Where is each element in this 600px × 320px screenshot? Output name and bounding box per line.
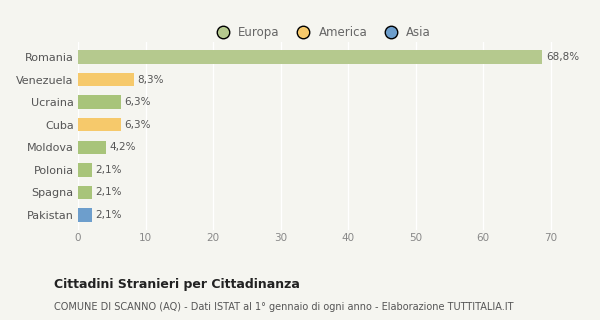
Text: 2,1%: 2,1%: [95, 188, 122, 197]
Bar: [78, 95, 121, 109]
Legend: Europa, America, Asia: Europa, America, Asia: [206, 21, 436, 44]
Bar: [78, 50, 542, 64]
Bar: [78, 208, 92, 222]
Text: 8,3%: 8,3%: [137, 75, 164, 84]
Text: 6,3%: 6,3%: [124, 120, 151, 130]
Text: 4,2%: 4,2%: [110, 142, 136, 152]
Bar: [78, 186, 92, 199]
Text: 6,3%: 6,3%: [124, 97, 151, 107]
Text: 2,1%: 2,1%: [95, 165, 122, 175]
Text: COMUNE DI SCANNO (AQ) - Dati ISTAT al 1° gennaio di ogni anno - Elaborazione TUT: COMUNE DI SCANNO (AQ) - Dati ISTAT al 1°…: [54, 302, 514, 312]
Text: 2,1%: 2,1%: [95, 210, 122, 220]
Text: Cittadini Stranieri per Cittadinanza: Cittadini Stranieri per Cittadinanza: [54, 278, 300, 292]
Bar: [78, 140, 106, 154]
Bar: [78, 163, 92, 177]
Bar: [78, 73, 134, 86]
Text: 68,8%: 68,8%: [546, 52, 579, 62]
Bar: [78, 118, 121, 132]
